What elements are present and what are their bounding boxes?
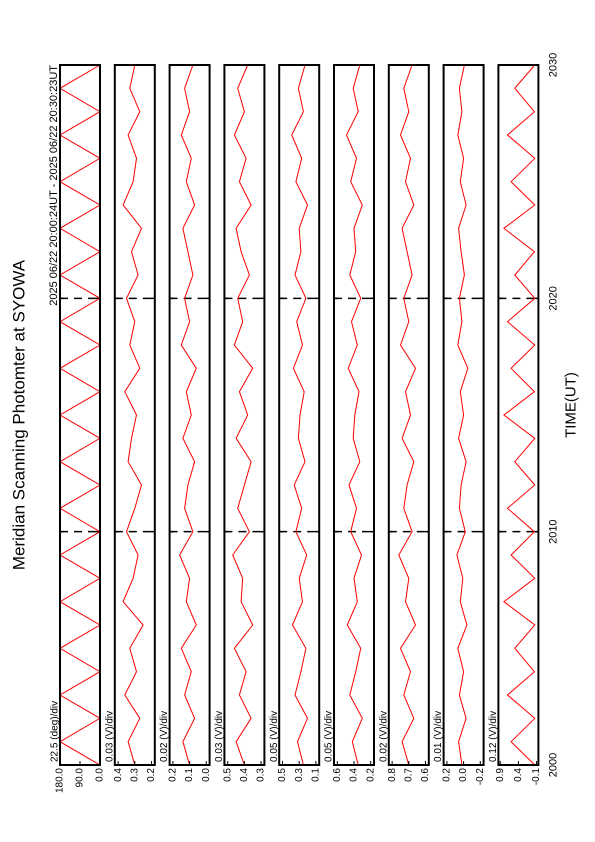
scale-label: 0.03 (V)/div	[214, 711, 225, 762]
data-line	[59, 64, 101, 766]
y-tick-label: 0.2	[442, 768, 453, 782]
y-tick-label: 0.3	[294, 768, 305, 782]
data-line	[291, 64, 309, 766]
data-line	[232, 64, 254, 766]
panel-frame	[59, 64, 101, 766]
y-tick-label: 0.2	[168, 768, 179, 782]
scale-label: 0.05 (V)/div	[324, 711, 335, 762]
y-tick-label: 90.0	[75, 768, 86, 788]
scale-label: 22.5 (deg)/div	[50, 701, 61, 762]
rotated-plot: 180.0 90.0 0.0 22.5 (deg)/div Meridian Scann…	[9, 53, 579, 793]
scale-label: 0.12 (V)/div	[488, 711, 499, 762]
y-tick-label: 0.2	[365, 768, 376, 782]
data-line	[122, 64, 144, 766]
data-line	[503, 64, 536, 766]
y-tick-label: 0.4	[513, 768, 524, 782]
y-tick-label: 0.0	[95, 768, 106, 782]
y-tick-label: 180.0	[55, 768, 66, 793]
panel-frame	[113, 64, 156, 766]
y-tick-label: -0.1	[531, 768, 542, 786]
panel-frame	[442, 64, 485, 766]
y-tick-label: 0.0	[201, 768, 212, 782]
data-line	[456, 64, 469, 766]
y-tick-label: 0.5	[277, 768, 288, 782]
y-tick-label: 0.1	[184, 768, 195, 782]
chart-title: Meridian Scanning Photomter at SYOWA	[9, 259, 28, 570]
panel-frame	[387, 64, 430, 766]
y-tick-label: 0.6	[332, 768, 343, 782]
data-line	[398, 64, 417, 766]
x-axis-label: TIME(UT)	[562, 372, 579, 438]
y-tick-label: 0.7	[403, 768, 414, 782]
y-tick-label: 0.4	[113, 768, 124, 782]
y-tick-label: 0.9	[495, 768, 506, 782]
y-tick-label: 0.2	[146, 768, 157, 782]
scale-label: 0.02 (V)/div	[378, 711, 389, 762]
data-line	[179, 64, 197, 766]
x-tick-label: 2030	[547, 53, 559, 77]
scale-label: 0.02 (V)/div	[159, 711, 170, 762]
y-tick-label: 0.3	[129, 768, 140, 782]
y-tick-label: -0.2	[475, 768, 486, 786]
x-tick-label: 2020	[547, 286, 559, 310]
x-tick-label: 2000	[547, 753, 559, 777]
scale-label: 0.03 (V)/div	[104, 711, 115, 762]
panel-frame	[168, 64, 211, 766]
y-tick-label: 0.6	[420, 768, 431, 782]
panel-frame	[278, 64, 321, 766]
panel-frame	[333, 64, 375, 766]
data-line	[345, 64, 363, 766]
y-tick-label: 0.0	[458, 768, 469, 782]
y-tick-label: 0.1	[311, 768, 322, 782]
y-tick-label: 0.3	[256, 768, 267, 782]
y-tick-label: 0.5	[222, 768, 233, 782]
scale-label: 0.01 (V)/div	[433, 711, 444, 762]
panel-frame	[497, 64, 540, 766]
chart-subtitle: 2025 06/22 20:00:24UT - 2025 06/22 20:30…	[48, 65, 60, 306]
scale-label: 0.05 (V)/div	[269, 711, 280, 762]
panel-frame	[223, 64, 266, 766]
y-tick-label: 0.4	[349, 768, 360, 782]
y-tick-label: 0.8	[387, 768, 398, 782]
y-tick-label: 0.4	[239, 768, 250, 782]
x-tick-label: 2010	[547, 519, 559, 543]
